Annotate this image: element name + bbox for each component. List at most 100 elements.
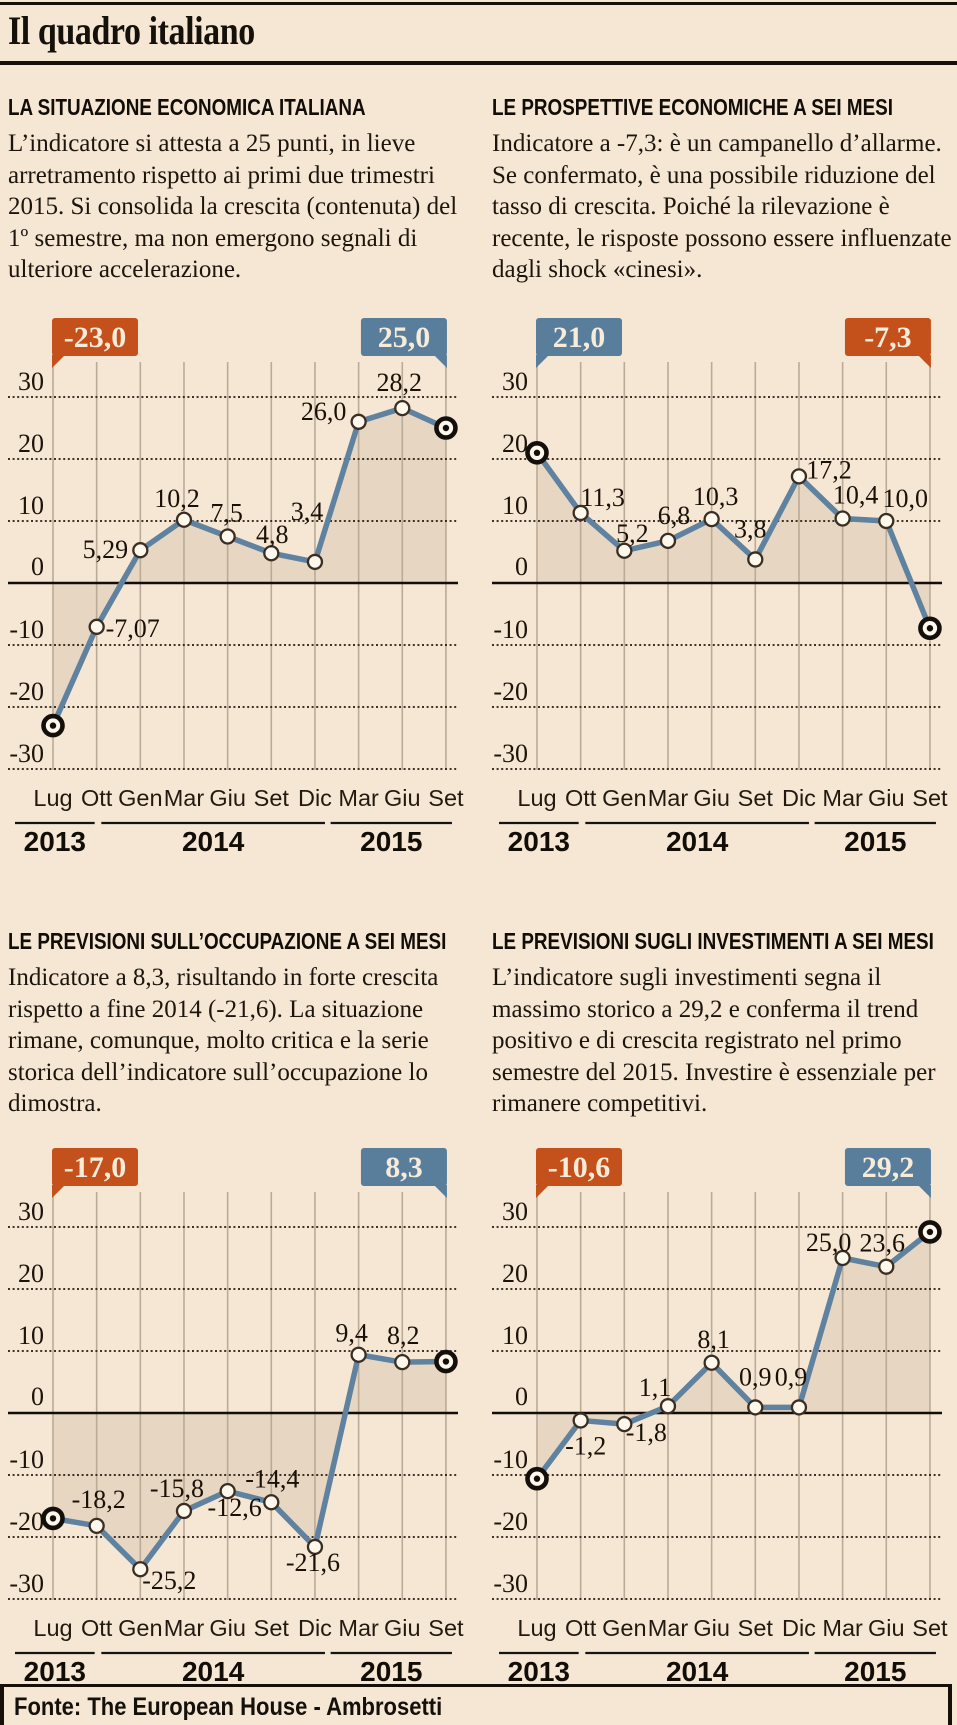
data-label: 8,2 (387, 1321, 420, 1350)
year-label: 2015 (844, 826, 906, 857)
endpoint-marker-dot (49, 1515, 57, 1522)
y-tick-label: 0 (515, 552, 528, 581)
year-label: 2015 (360, 1656, 422, 1687)
data-series-line (534, 1229, 933, 1482)
panel-previsioni-investimenti: LE PREVISIONI SUGLI INVESTIMENTI A SEI M… (492, 928, 952, 1120)
data-label: 25,0 (806, 1228, 852, 1257)
x-tick-label: Ott (565, 785, 597, 811)
x-tick-label: Ott (81, 1615, 113, 1641)
end-badge-tail (433, 355, 447, 368)
data-point-marker (616, 542, 633, 559)
page-title: Il quadro italiano (8, 8, 255, 53)
data-label: 10,2 (154, 484, 200, 513)
panel-previsioni-occupazione: LE PREVISIONI SULL’OCCUPAZIONE A SEI MES… (8, 928, 463, 1120)
x-tick-label: Dic (782, 785, 816, 811)
data-point-marker (175, 1502, 193, 1520)
data-label: 11,3 (580, 483, 625, 512)
y-tick-label: 0 (515, 1382, 528, 1411)
y-tick-label: 0 (31, 1382, 44, 1411)
start-badge-tail (536, 355, 549, 368)
x-tick-label: Mar (338, 785, 379, 811)
x-tick-label: Giu (384, 1615, 421, 1641)
x-tick-label: Set (912, 1615, 948, 1641)
endpoint-marker (918, 1220, 942, 1244)
start-badge-box (536, 1148, 622, 1186)
data-point-marker (659, 532, 677, 549)
data-label: 8,1 (697, 1325, 730, 1354)
data-point-marker (132, 542, 149, 559)
data-point-marker (616, 1416, 633, 1433)
year-label: 2014 (182, 826, 245, 857)
x-tick-label: Giu (868, 785, 905, 811)
year-label: 2014 (666, 826, 729, 857)
y-tick-label: -20 (493, 677, 528, 706)
x-tick-label: Mar (648, 1615, 689, 1641)
panel-prospettive-economiche: LE PROSPETTIVE ECONOMICHE A SEI MESI Ind… (492, 94, 952, 286)
start-badge-tail (536, 1185, 549, 1198)
y-tick-label: -10 (493, 615, 528, 644)
endpoint-marker-dot (533, 1475, 541, 1482)
end-badge-value: 8,3 (385, 1151, 423, 1184)
x-tick-label: Mar (338, 1615, 379, 1641)
data-point-marker (747, 551, 764, 568)
panel-title: LA SITUAZIONE ECONOMICA ITALIANA (8, 94, 366, 120)
panel-situazione-economica: LA SITUAZIONE ECONOMICA ITALIANA L’indic… (8, 94, 463, 286)
endpoint-marker-dot (926, 625, 934, 632)
end-badge-box (360, 318, 447, 356)
end-badge-tail (433, 1185, 447, 1198)
data-point-marker (350, 413, 367, 430)
data-point-marker (263, 545, 280, 562)
data-point-marker (878, 1258, 895, 1275)
year-label: 2015 (844, 1656, 906, 1687)
data-point-marker (834, 1249, 851, 1267)
endpoint-marker-dot (442, 424, 450, 432)
chart-0-start-value-badge: -23,0 (52, 318, 138, 368)
top-rule (0, 2, 957, 5)
end-badge-value: 25,0 (378, 321, 431, 354)
data-point-marker (263, 1494, 280, 1511)
x-tick-label: Lug (517, 1615, 556, 1641)
data-label: 5,29 (83, 535, 129, 564)
series-area-fill (537, 452, 930, 629)
endpoint-marker-dot (533, 449, 541, 456)
series-area-fill (53, 408, 446, 726)
end-badge-tail (917, 355, 931, 368)
y-tick-label: -30 (9, 1569, 44, 1598)
data-series-line (50, 1351, 449, 1572)
series-area-fill (537, 1231, 930, 1479)
x-tick-label: Dic (298, 1615, 332, 1641)
chart-1-start-value-badge: 21,0 (536, 318, 622, 368)
endpoint-marker (434, 416, 458, 440)
end-badge-box (844, 318, 931, 356)
data-point-marker (350, 1346, 367, 1363)
y-tick-label: -10 (493, 1445, 528, 1474)
start-badge-box (52, 1148, 138, 1186)
y-tick-label: 30 (502, 367, 528, 396)
x-tick-label: Mar (822, 1615, 863, 1641)
data-point-marker (306, 553, 324, 571)
x-tick-label: Gen (602, 785, 646, 811)
x-tick-label: Giu (868, 1615, 905, 1641)
data-label: -18,2 (72, 1485, 126, 1514)
data-point-marker (659, 1398, 677, 1415)
start-badge-value: 21,0 (553, 321, 606, 354)
data-label: -21,6 (286, 1548, 340, 1577)
start-badge-tail (52, 355, 65, 368)
endpoint-marker (434, 1349, 458, 1374)
y-tick-label: 30 (18, 367, 44, 396)
endpoint-marker (41, 1506, 65, 1531)
endpoint-marker-dot (442, 1358, 450, 1365)
data-label: 28,2 (377, 368, 423, 397)
data-point-marker (790, 1399, 808, 1416)
x-tick-label: Set (428, 785, 464, 811)
y-tick-label: 10 (502, 1321, 528, 1350)
x-tick-label: Set (738, 785, 774, 811)
end-badge-box (844, 1148, 931, 1186)
data-label: -25,2 (142, 1566, 196, 1595)
endpoint-marker (525, 440, 549, 465)
data-label: 1,1 (639, 1373, 672, 1402)
year-label: 2013 (24, 826, 86, 857)
data-label: -7,07 (106, 614, 160, 643)
